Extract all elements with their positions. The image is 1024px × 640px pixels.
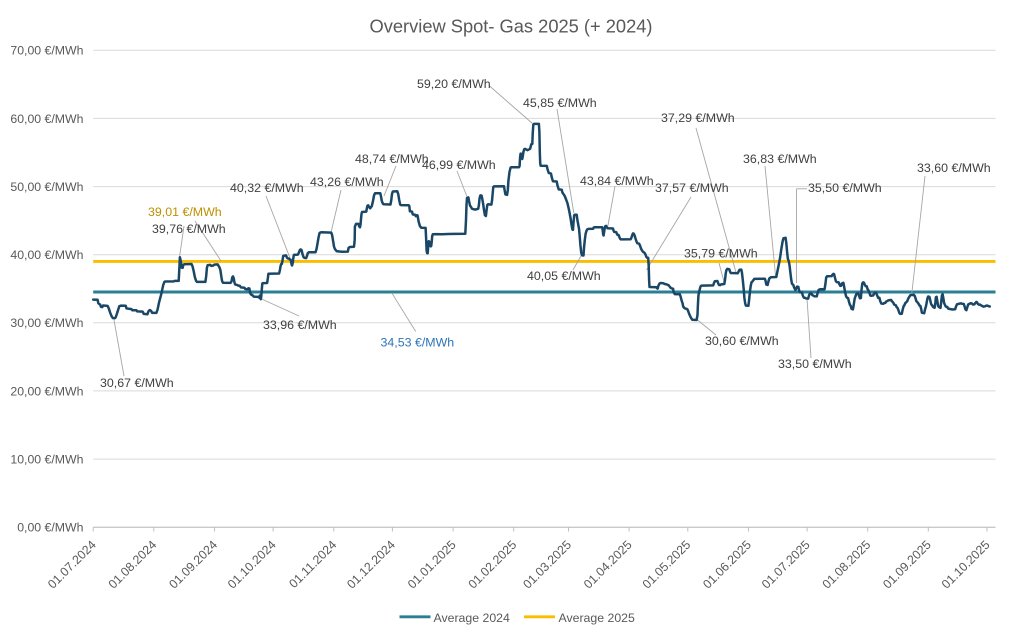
svg-text:33,60 €/MWh: 33,60 €/MWh	[917, 161, 991, 175]
svg-text:36,83 €/MWh: 36,83 €/MWh	[743, 152, 817, 166]
svg-text:34,53 €/MWh: 34,53 €/MWh	[381, 336, 455, 350]
svg-text:30,60 €/MWh: 30,60 €/MWh	[705, 334, 779, 348]
svg-text:50,00 €/MWh: 50,00 €/MWh	[10, 180, 83, 194]
svg-text:37,29 €/MWh: 37,29 €/MWh	[661, 111, 735, 125]
svg-text:40,05 €/MWh: 40,05 €/MWh	[527, 269, 601, 283]
svg-text:70,00 €/MWh: 70,00 €/MWh	[10, 44, 83, 58]
svg-text:37,57 €/MWh: 37,57 €/MWh	[655, 181, 729, 195]
svg-text:48,74 €/MWh: 48,74 €/MWh	[355, 152, 429, 166]
svg-text:43,84 €/MWh: 43,84 €/MWh	[580, 174, 654, 188]
svg-text:0,00 €/MWh: 0,00 €/MWh	[17, 521, 83, 535]
svg-text:59,20 €/MWh: 59,20 €/MWh	[417, 77, 491, 91]
svg-text:60,00 €/MWh: 60,00 €/MWh	[10, 112, 83, 126]
svg-text:Average 2024: Average 2024	[434, 611, 511, 625]
svg-text:39,76 €/MWh: 39,76 €/MWh	[152, 222, 226, 236]
svg-text:20,00 €/MWh: 20,00 €/MWh	[10, 384, 83, 398]
svg-text:45,85 €/MWh: 45,85 €/MWh	[523, 96, 597, 110]
svg-text:40,32 €/MWh: 40,32 €/MWh	[230, 181, 304, 195]
svg-text:43,26 €/MWh: 43,26 €/MWh	[310, 175, 384, 189]
svg-text:Overview Spot- Gas 2025 (+ 202: Overview Spot- Gas 2025 (+ 2024)	[370, 16, 653, 37]
svg-text:35,79 €/MWh: 35,79 €/MWh	[684, 247, 758, 261]
svg-text:39,01 €/MWh: 39,01 €/MWh	[148, 205, 222, 219]
svg-text:33,50 €/MWh: 33,50 €/MWh	[778, 357, 852, 371]
svg-text:33,96 €/MWh: 33,96 €/MWh	[263, 318, 337, 332]
svg-text:46,99 €/MWh: 46,99 €/MWh	[422, 158, 496, 172]
svg-text:Average 2025: Average 2025	[559, 611, 636, 625]
svg-text:40,00 €/MWh: 40,00 €/MWh	[10, 248, 83, 262]
svg-text:35,50 €/MWh: 35,50 €/MWh	[808, 181, 882, 195]
svg-text:10,00 €/MWh: 10,00 €/MWh	[10, 453, 83, 467]
svg-text:30,67 €/MWh: 30,67 €/MWh	[100, 376, 174, 390]
svg-text:30,00 €/MWh: 30,00 €/MWh	[10, 316, 83, 330]
